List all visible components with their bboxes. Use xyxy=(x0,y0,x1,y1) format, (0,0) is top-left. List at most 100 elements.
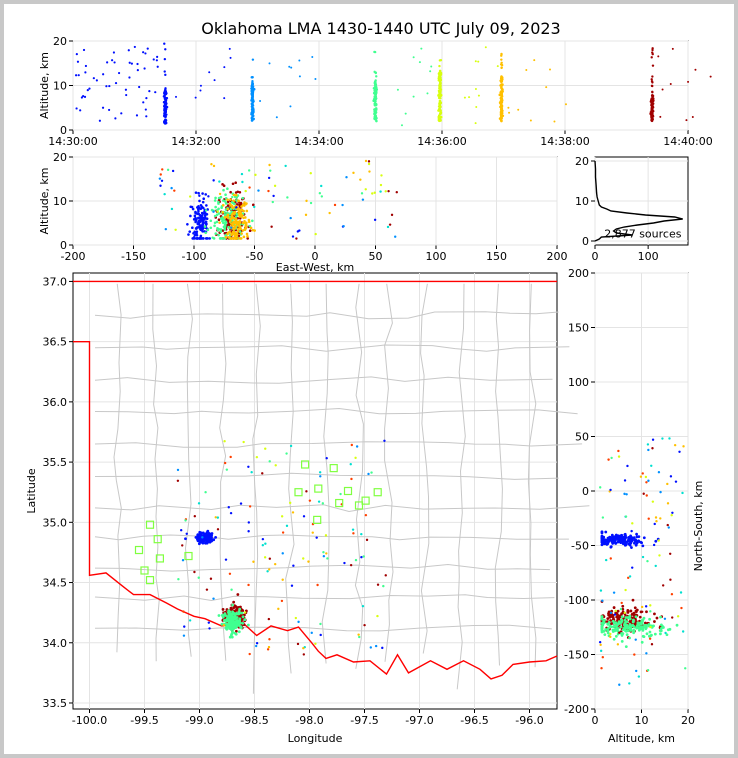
altitude-north-south-panel: 0 10 20 -200 -150 -100 -50 0 50 100 150 200 Altitude… xyxy=(564,267,705,745)
time-altitude-point xyxy=(500,107,503,110)
ns-alt-tick-0-label: 0 xyxy=(592,714,599,727)
altitude-north-south-point xyxy=(654,564,657,568)
altitude-north-south-point xyxy=(604,628,608,631)
east-west-point xyxy=(309,172,312,175)
plan-view-point xyxy=(266,648,270,651)
plan-view-point xyxy=(362,555,365,558)
plan-view-point xyxy=(232,600,236,604)
plan-view-point xyxy=(263,556,267,559)
east-west-ylabel: Altitude, km xyxy=(38,167,51,234)
plan-view-panel: -100.0 -99.5 -99.0 -98.5 -98.0 -97.5 -97.0 -96.… xyxy=(25,272,590,745)
time-altitude-point xyxy=(404,112,407,115)
plan-view-point xyxy=(280,515,284,518)
time-altitude-point xyxy=(128,61,131,64)
east-west-point xyxy=(199,204,203,207)
lon-tick-6-label: -97.0 xyxy=(405,714,433,727)
plan-view-point xyxy=(250,471,253,474)
plan-view-point xyxy=(281,531,285,534)
altitude-north-south-point xyxy=(626,610,630,614)
time-altitude-point xyxy=(373,70,376,74)
east-west-point xyxy=(171,169,175,173)
time-altitude-point xyxy=(650,84,654,88)
ew-alt-tick-2-label: 20 xyxy=(53,151,67,164)
time-altitude-point xyxy=(250,93,253,96)
altitude-north-south-point xyxy=(641,618,645,622)
east-west-point xyxy=(296,230,300,233)
altitude-north-south-point xyxy=(674,480,678,483)
east-west-point xyxy=(188,195,192,198)
altitude-north-south-point xyxy=(631,598,635,602)
altitude-north-south-point xyxy=(606,622,610,626)
plan-view-point xyxy=(230,626,234,630)
plan-view-point xyxy=(358,635,361,639)
ew-alt-tick-0-label: 0 xyxy=(60,239,67,252)
plan-view-point xyxy=(203,536,206,540)
ew-tick-6-label: 100 xyxy=(426,250,447,263)
plan-view-point xyxy=(381,646,384,650)
time-altitude-point xyxy=(290,66,293,69)
time-altitude-point xyxy=(102,73,105,76)
time-altitude-point xyxy=(508,111,511,114)
east-west-point xyxy=(380,174,383,177)
time-altitude-point xyxy=(75,107,78,110)
plan-view-point xyxy=(322,551,325,554)
altitude-north-south-point xyxy=(631,612,635,616)
east-west-point xyxy=(231,223,235,227)
altitude-north-south-point xyxy=(609,625,613,629)
east-west-point xyxy=(213,224,216,228)
time-altitude-point xyxy=(164,103,167,107)
east-west-point xyxy=(213,221,217,225)
plan-view-point xyxy=(230,635,234,639)
altitude-north-south-point xyxy=(622,536,626,540)
county-line xyxy=(252,283,261,694)
plan-view-point xyxy=(234,621,237,625)
altitude-north-south-point xyxy=(645,632,649,636)
altitude-north-south-point xyxy=(603,633,607,637)
time-altitude-point xyxy=(564,103,567,106)
altitude-north-south-point xyxy=(680,606,683,610)
plan-view-point xyxy=(308,499,312,502)
plan-view-point xyxy=(235,607,239,611)
plan-view-point xyxy=(199,537,203,541)
altitude-north-south-point xyxy=(612,637,616,641)
county-line xyxy=(94,311,559,320)
east-west-point xyxy=(235,212,238,216)
east-west-point xyxy=(205,204,208,207)
altitude-north-south-point xyxy=(620,601,623,605)
east-west-point xyxy=(251,203,255,207)
east-west-point xyxy=(218,192,222,196)
east-west-point xyxy=(212,164,216,168)
county-line xyxy=(94,563,550,572)
altitude-north-south-point xyxy=(675,623,679,627)
east-west-point xyxy=(216,210,219,213)
altitude-north-south-point xyxy=(634,638,637,641)
east-west-point xyxy=(231,182,235,186)
plan-view-point xyxy=(302,647,305,650)
plan-view-point xyxy=(261,472,264,475)
east-west-point xyxy=(201,221,205,225)
altitude-north-south-point xyxy=(628,636,631,640)
plan-view-point xyxy=(315,536,318,539)
east-west-point xyxy=(219,230,223,233)
east-west-point xyxy=(198,194,201,197)
altitude-north-south-point xyxy=(617,622,621,625)
east-west-point xyxy=(241,229,245,232)
east-west-point xyxy=(232,202,236,206)
lma-station-marker xyxy=(134,545,144,555)
east-west-point xyxy=(241,221,245,225)
altitude-north-south-point xyxy=(616,643,620,646)
altitude-north-south-point xyxy=(601,656,605,659)
east-west-point xyxy=(232,193,236,197)
east-west-point xyxy=(217,196,221,200)
east-west-point xyxy=(198,237,202,240)
altitude-north-south-point xyxy=(664,631,667,635)
time-altitude-point xyxy=(311,55,314,58)
time-altitude-point xyxy=(439,112,442,116)
plan-view-point xyxy=(188,619,192,622)
east-west-point xyxy=(230,200,234,204)
time-altitude-point xyxy=(199,89,202,92)
altitude-north-south-point xyxy=(632,628,636,632)
time-altitude-point xyxy=(163,108,167,111)
time-altitude-point xyxy=(374,79,377,82)
lma-station-marker xyxy=(153,535,162,544)
